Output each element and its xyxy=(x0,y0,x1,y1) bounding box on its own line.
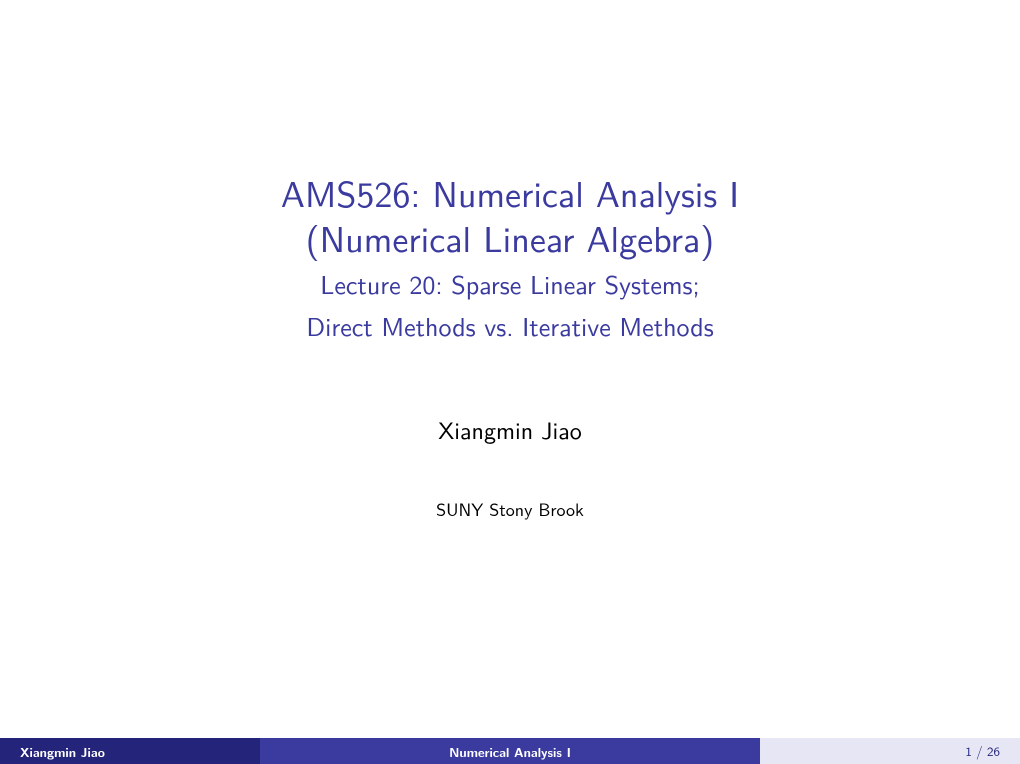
footer-title: Numerical Analysis I xyxy=(260,738,760,764)
footer-page-number: 1 / 26 xyxy=(760,738,1020,764)
title-line-1: AMS526: Numerical Analysis I xyxy=(281,170,739,215)
footer-bar: Xiangmin Jiao Numerical Analysis I 1 / 2… xyxy=(0,738,1020,764)
title-line-2: (Numerical Linear Algebra) xyxy=(306,215,715,260)
institute: SUNY Stony Brook xyxy=(436,495,584,522)
author: Xiangmin Jiao xyxy=(438,412,582,447)
subtitle-line-2: Direct Methods vs. Iterative Methods xyxy=(306,310,713,344)
subtitle-line-1: Lecture 20: Sparse Linear Systems; xyxy=(320,268,700,302)
slide-content: AMS526: Numerical Analysis I (Numerical … xyxy=(0,0,1020,738)
footer-author: Xiangmin Jiao xyxy=(0,738,260,764)
